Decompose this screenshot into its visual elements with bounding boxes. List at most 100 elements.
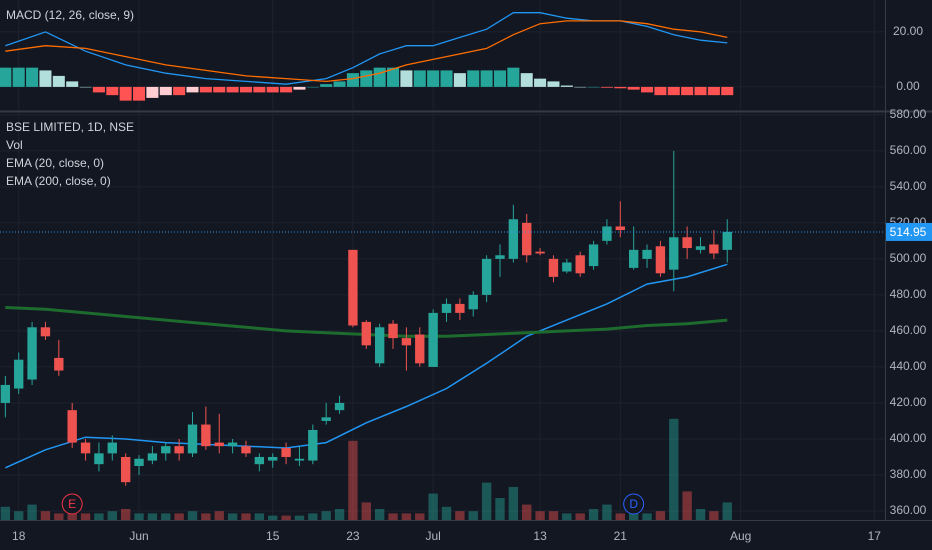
candle-body (374, 327, 385, 364)
macd-histogram-bar (681, 86, 694, 96)
volume-bar (602, 504, 612, 520)
x-tick-label: 15 (266, 529, 280, 543)
x-tick-label: 18 (12, 529, 26, 543)
volume-bar (67, 511, 77, 520)
volume-bar (495, 498, 505, 520)
macd-histogram-bar (213, 86, 226, 93)
macd-histogram-bar (721, 86, 734, 96)
candle-body (655, 246, 666, 274)
candle-body (40, 327, 51, 337)
volume-bar (321, 511, 331, 520)
candle-body (588, 244, 599, 267)
volume-bar (241, 513, 251, 520)
macd-histogram-bar (480, 70, 493, 87)
candle-body (107, 442, 117, 454)
y-tick-label: 560.00 (890, 143, 927, 157)
volume-bar (548, 511, 559, 520)
volume-bar (187, 511, 198, 520)
candle-body (254, 456, 265, 465)
ema-line (4, 263, 728, 469)
macd-histogram-bar (627, 86, 640, 90)
volume-bar (535, 511, 545, 520)
candle-body (495, 255, 505, 259)
volume-bar (161, 513, 171, 520)
event-marker (61, 493, 83, 515)
candle-body (80, 442, 91, 454)
macd-histogram-bar (146, 86, 159, 98)
y-tick-label: 480.00 (890, 287, 927, 301)
macd-histogram-bar (12, 67, 25, 87)
macd-histogram-bar (253, 86, 266, 93)
candle-body (575, 255, 585, 274)
macd-line (5, 20, 728, 83)
candle-body (321, 417, 331, 421)
macd-histogram-bar (373, 67, 386, 87)
volume-bar (54, 513, 64, 520)
volume-bar (361, 502, 371, 520)
volume-bar (428, 493, 438, 520)
volume-bar (334, 509, 345, 520)
volume-bar (508, 487, 519, 520)
candle-body (14, 359, 24, 389)
candle-body (535, 251, 545, 254)
y-tick-label: 380.00 (890, 467, 927, 481)
candle-body (669, 237, 679, 270)
macd-title: MACD (12, 26, close, 9) (6, 8, 134, 22)
macd-histogram-bar (427, 70, 440, 87)
volume-bar (628, 513, 639, 520)
labels: MACD (12, 26, close, 9) BSE LIMITED, 1D,… (6, 8, 932, 543)
candle-body (54, 357, 64, 371)
candle-body (361, 321, 371, 346)
volume-bar (655, 511, 666, 520)
volume-bar (401, 513, 412, 520)
macd-histogram-bar (226, 86, 239, 93)
volume-bar (722, 502, 732, 520)
x-tick-label: Aug (730, 529, 751, 543)
event-marker (623, 493, 645, 515)
candle-body (522, 222, 532, 256)
volume-bar (227, 513, 238, 520)
macd-histogram-bar (0, 67, 12, 87)
macd-histogram-bar (667, 86, 680, 96)
volume-bar (709, 511, 719, 520)
macd-histogram-bar (333, 81, 346, 87)
macd-histogram-bar (547, 81, 560, 87)
candle-body (508, 219, 519, 259)
macd-histogram-bar (467, 70, 480, 87)
macd-histogram-bar (574, 86, 587, 88)
y-tick-label: 20.00 (893, 24, 923, 38)
x-tick-label: 13 (533, 529, 547, 543)
legend-entry: EMA (20, close, 0) (6, 156, 104, 170)
macd-histogram-bar (239, 86, 252, 93)
macd-histogram-bar (26, 67, 39, 87)
candle-body (94, 453, 104, 465)
volume-bar (40, 511, 51, 520)
candle-body (562, 262, 572, 272)
macd-histogram-bar (694, 86, 707, 96)
volume-bar (201, 513, 211, 520)
candle-body (201, 424, 211, 447)
candle-body (241, 446, 251, 454)
volume-bar (374, 509, 385, 520)
candle-body (401, 338, 412, 346)
candle-body (214, 442, 224, 447)
candle-body (174, 446, 184, 454)
event-label: E (68, 497, 76, 511)
candle-body (27, 327, 37, 380)
volume-bar (308, 513, 318, 520)
y-tick-label: 540.00 (890, 179, 927, 193)
macd-histogram-bar (320, 84, 333, 87)
x-tick-label: Jul (425, 529, 440, 543)
volume-bar (281, 515, 291, 520)
candle-body (308, 429, 318, 461)
event-label: D (629, 497, 638, 511)
chart-title: BSE LIMITED, 1D, NSE (6, 120, 134, 134)
candle-body (227, 442, 238, 447)
candle-body (695, 246, 706, 250)
last-price-box (886, 222, 932, 241)
legend-entry: EMA (200, close, 0) (6, 174, 111, 188)
macd-histogram-bar (306, 86, 319, 88)
volume-bar (294, 515, 305, 520)
macd-histogram-bar (493, 70, 507, 87)
